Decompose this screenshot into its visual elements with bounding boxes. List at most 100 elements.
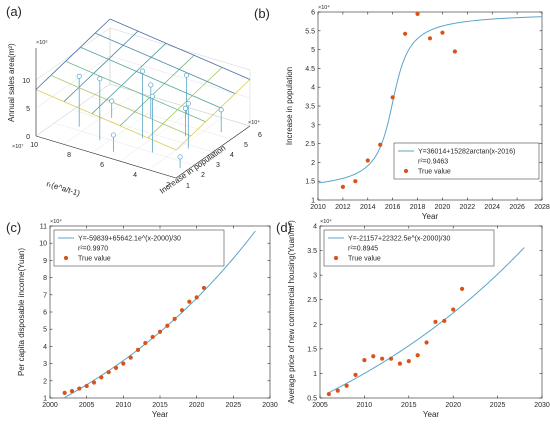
stem-marker <box>140 68 146 74</box>
data-point <box>194 295 199 300</box>
data-point <box>326 391 331 397</box>
legend-true-label: True value <box>348 256 381 263</box>
data-point <box>452 49 457 54</box>
x-tick-label: 2010 <box>116 402 132 409</box>
data-point <box>150 334 155 340</box>
y-tick-label: 1.5 <box>305 179 315 186</box>
data-point <box>365 158 370 163</box>
x-tick-label: 2012 <box>335 204 351 211</box>
x-tick-label: 2005 <box>79 402 95 409</box>
stem-marker <box>109 98 115 104</box>
y-axis-label: Increase in population <box>158 143 227 195</box>
panel-b: (b) 2010 2012 2014 2016 2018 2020 2022 2024 2026 2… <box>254 4 550 221</box>
stem-marker <box>177 154 183 160</box>
x-tick-label: 2020 <box>435 204 451 211</box>
y-tick-label: 3.5 <box>307 248 317 255</box>
legend-box <box>323 229 495 267</box>
surface-line <box>80 46 221 109</box>
z-tick: 10 <box>22 78 30 85</box>
y-tick-label: 5 <box>43 327 47 334</box>
stem-marker <box>148 82 154 88</box>
surface-mesh <box>35 18 251 151</box>
stem-marker <box>110 132 116 138</box>
data-point <box>442 318 447 323</box>
data-point <box>390 95 395 100</box>
x-tick-label: 2026 <box>509 204 525 211</box>
x-tick: 2 <box>166 182 170 189</box>
x-exponent: ×10⁷ <box>12 143 23 150</box>
surface-line <box>119 55 195 127</box>
x-tick-label: 2015 <box>401 402 417 409</box>
x-tick-label: 2018 <box>410 204 426 211</box>
data-point <box>353 372 358 378</box>
surface-line <box>35 89 177 151</box>
y-tick-label: 1 <box>311 198 315 205</box>
legend-true-swatch <box>403 168 409 174</box>
y-axis-label: Average price of new commercial housing(… <box>287 220 296 404</box>
x-axis-label: Year <box>423 410 440 419</box>
y-tick: 2 <box>201 172 205 179</box>
data-point <box>388 356 394 361</box>
z-exponent: ×10⁶ <box>36 39 48 46</box>
surface-line <box>91 42 167 114</box>
x-tick-label: 2010 <box>357 402 373 409</box>
data-point <box>62 390 67 395</box>
legend-true-swatch <box>333 255 339 261</box>
legend-true-label: True value <box>418 169 451 176</box>
y-tick-label: 8 <box>43 275 47 282</box>
data-point <box>451 307 456 312</box>
panel-label: (c) <box>6 220 21 235</box>
y-tick-label: 2 <box>43 378 47 385</box>
data-point <box>440 30 445 35</box>
legend-true-swatch <box>63 255 69 261</box>
x-axis-label: Year <box>152 410 169 419</box>
data-point <box>128 355 133 360</box>
z-tick: 0 <box>26 134 30 141</box>
legend-box <box>53 229 225 267</box>
plot-frame <box>319 225 543 399</box>
x-tick: 4 <box>133 172 137 179</box>
surface3d <box>35 18 251 179</box>
legend-true-label: True value <box>78 256 111 263</box>
data-point <box>179 308 185 313</box>
stem-marker <box>184 72 190 78</box>
y-tick-label: 3 <box>43 361 47 368</box>
x-axis <box>35 135 177 179</box>
x-tick-label: 2025 <box>490 402 506 409</box>
legend-r2-label: r²=0.9463 <box>418 159 448 166</box>
panel-d: (d) 2005 2010 2015 2020 2025 2030 0.5 1 1.5 2 2.5 3 3… <box>276 218 550 419</box>
data-point <box>459 286 465 292</box>
data-point <box>353 179 358 184</box>
y-exponent: ×10⁴ <box>50 218 62 225</box>
data-point <box>427 36 433 41</box>
panel-label: (b) <box>254 6 270 21</box>
data-point <box>406 359 411 364</box>
y-tick: 1 <box>186 183 190 190</box>
x-tick-label: 2016 <box>385 204 401 211</box>
x-axis-label: rₜ(e^a/t-1) <box>45 179 81 198</box>
surface-line <box>175 79 251 151</box>
legend-r2-label: r²=0.8945 <box>348 246 378 253</box>
data-point <box>424 340 429 345</box>
data-point <box>415 11 420 16</box>
y-exponent: ×10⁴ <box>248 119 260 126</box>
surface-line <box>65 60 206 123</box>
data-point <box>433 319 438 324</box>
data-point <box>335 388 340 393</box>
y-tick-label: 1 <box>313 371 317 378</box>
y-tick-label: 3 <box>313 273 317 280</box>
y-exponent: ×10⁴ <box>320 218 332 225</box>
x-tick-label: 2025 <box>226 402 242 409</box>
y-tick-label: 4 <box>313 224 317 231</box>
y-tick-label: 3 <box>311 122 315 129</box>
surface-line <box>95 32 236 94</box>
data-point <box>135 347 141 352</box>
x-tick: 8 <box>67 152 71 159</box>
y-tick-label: 1.5 <box>307 346 317 353</box>
data-point <box>201 285 207 291</box>
x-tick-label: 2010 <box>310 204 326 211</box>
x-tick-label: 2020 <box>445 402 461 409</box>
data-point <box>340 184 345 189</box>
surface-line <box>109 18 251 80</box>
data-point <box>157 329 163 334</box>
